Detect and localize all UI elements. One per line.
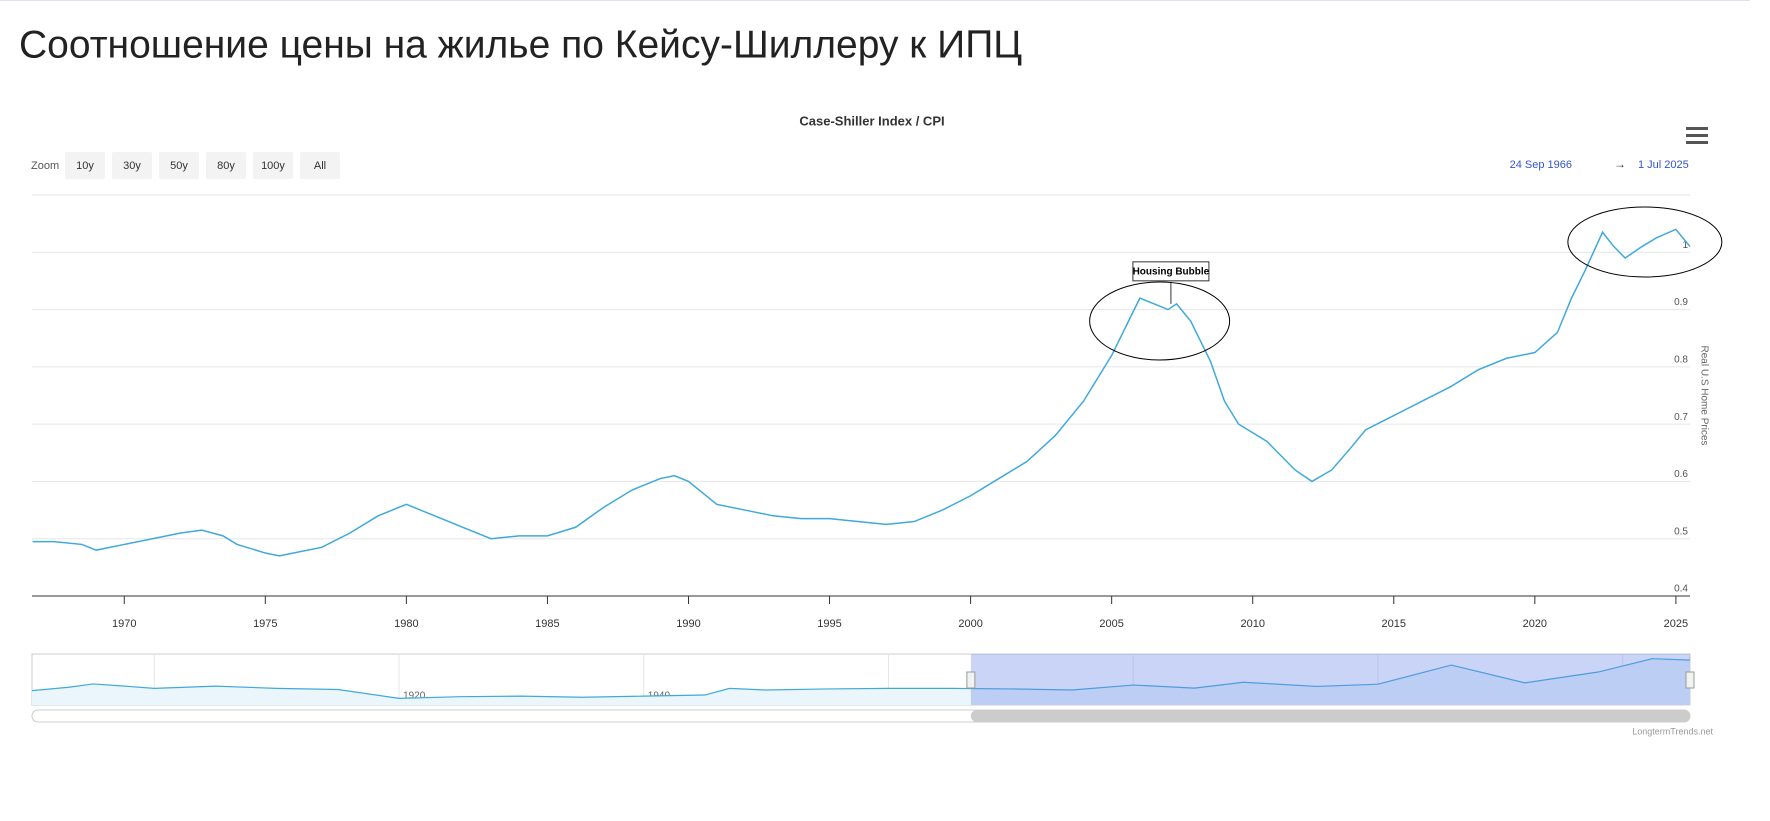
x-tick-label: 1980 xyxy=(394,618,418,630)
zoom-button-label[interactable]: 10y xyxy=(76,160,94,172)
navigator-tick-label: 1920 xyxy=(403,691,426,702)
x-tick-label: 1995 xyxy=(817,618,841,630)
y-tick-label: 0.7 xyxy=(1674,412,1688,423)
x-tick-label: 2010 xyxy=(1240,618,1264,630)
zoom-label: Zoom xyxy=(31,160,59,172)
zoom-button-label[interactable]: 80y xyxy=(217,160,235,172)
zoom-button-label[interactable]: All xyxy=(314,160,326,172)
x-tick-label: 1975 xyxy=(253,618,277,630)
x-tick-label: 2025 xyxy=(1664,618,1688,630)
credits[interactable]: LongtermTrends.net xyxy=(1632,726,1713,736)
navigator-area xyxy=(32,658,1690,705)
data-line xyxy=(32,228,1691,557)
annotation-box xyxy=(1132,261,1210,282)
y-tick-label: 0.6 xyxy=(1674,469,1688,480)
zoom-button[interactable] xyxy=(65,152,105,179)
y-tick-label: 0.9 xyxy=(1674,297,1688,308)
y-tick-label: 0.8 xyxy=(1674,354,1688,365)
menu-icon[interactable] xyxy=(1686,127,1708,144)
y-axis-label: Real U.S Home Prices xyxy=(1698,345,1709,445)
range-from[interactable]: 24 Sep 1966 xyxy=(1510,159,1572,171)
navigator-line xyxy=(31,658,1691,699)
zoom-button[interactable] xyxy=(112,152,152,179)
x-tick-label: 2015 xyxy=(1382,618,1406,630)
y-tick-label: 0.4 xyxy=(1674,584,1688,595)
y-tick-label: 0.5 xyxy=(1674,526,1688,537)
range-to[interactable]: 1 Jul 2025 xyxy=(1638,159,1689,171)
navigator-handle[interactable] xyxy=(966,671,976,689)
navigator-selection[interactable] xyxy=(970,654,1690,705)
annotation-label: Housing Bubble xyxy=(1133,266,1210,277)
zoom-button-label[interactable]: 30y xyxy=(123,160,141,172)
x-tick-label: 1970 xyxy=(112,618,136,630)
highlight-ellipse xyxy=(1089,281,1231,361)
scrollbar-thumb[interactable] xyxy=(970,710,1690,722)
zoom-button-label[interactable]: 50y xyxy=(170,160,188,172)
y-tick-label: 1 xyxy=(1682,240,1688,251)
zoom-button[interactable] xyxy=(253,152,293,179)
zoom-button[interactable] xyxy=(159,152,199,179)
range-arrow: → xyxy=(1614,157,1626,171)
x-tick-label: 2020 xyxy=(1523,618,1547,630)
highlight-ellipse xyxy=(1567,206,1723,278)
zoom-button[interactable] xyxy=(206,152,246,179)
x-tick-label: 1990 xyxy=(676,618,700,630)
x-tick-label: 2000 xyxy=(958,618,982,630)
page-title: Соотношение цены на жилье по Кейсу-Шилле… xyxy=(19,23,1022,66)
zoom-button-label[interactable]: 100y xyxy=(261,160,285,172)
x-tick-label: 2005 xyxy=(1099,618,1123,630)
x-tick-label: 1985 xyxy=(535,618,559,630)
zoom-button[interactable] xyxy=(300,152,340,179)
navigator-handle[interactable] xyxy=(1685,671,1695,689)
chart-title: Case-Shiller Index / CPI xyxy=(799,113,944,128)
